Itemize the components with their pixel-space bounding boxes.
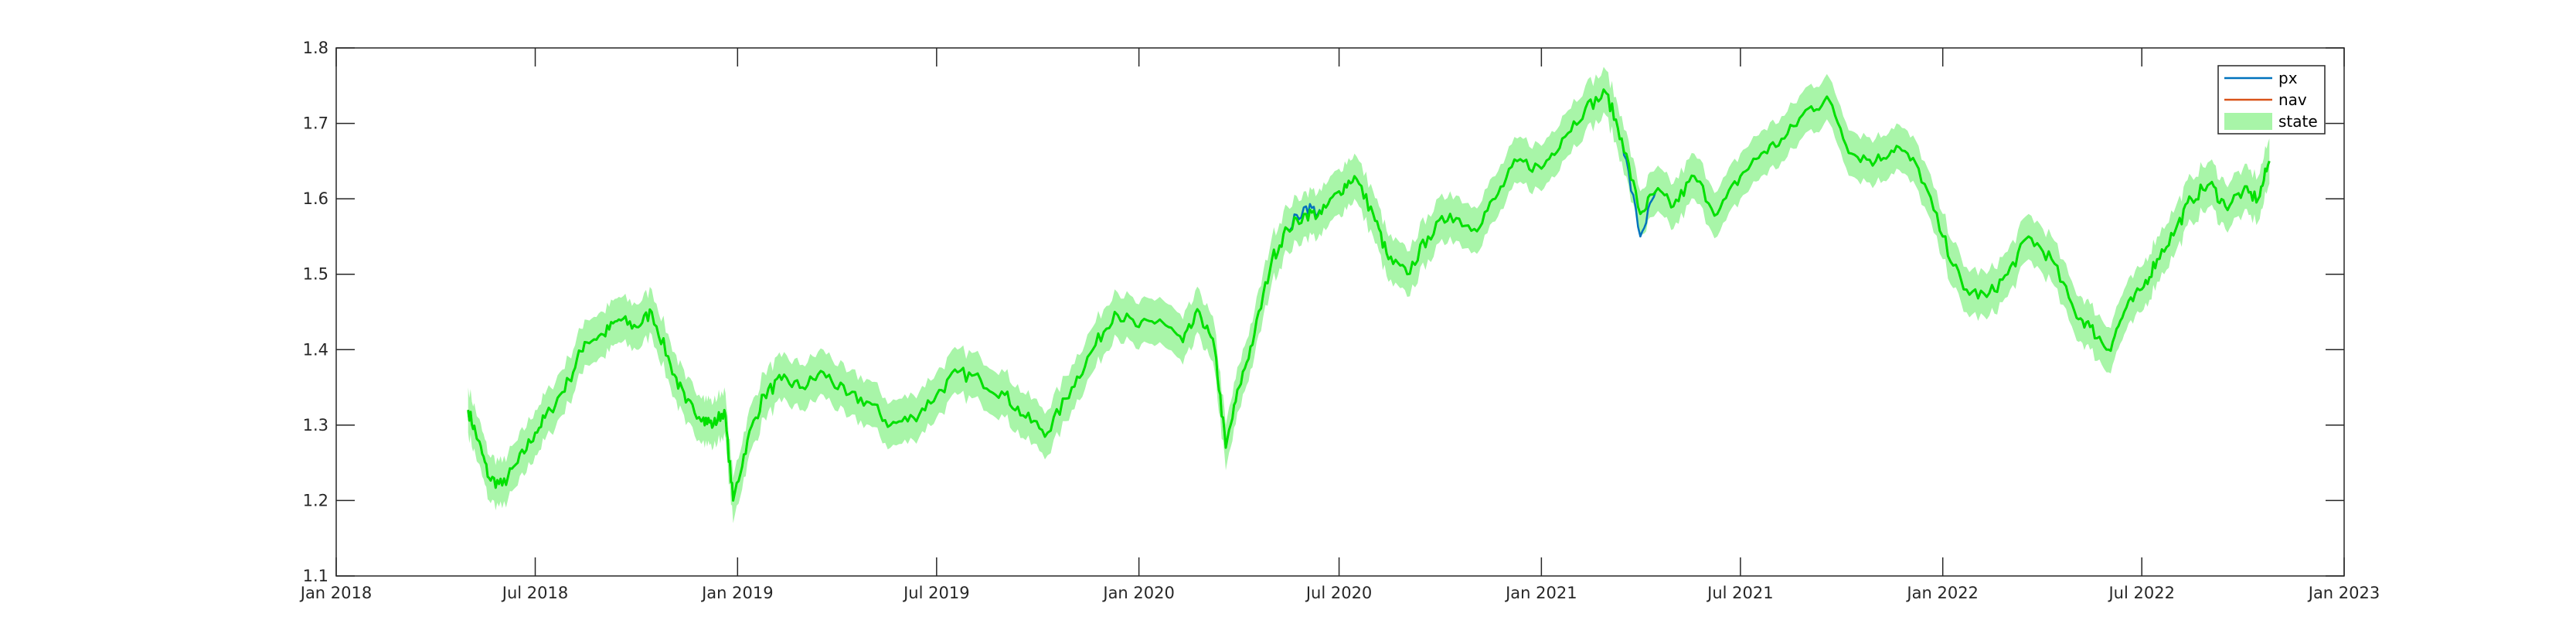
legend-swatch-state xyxy=(2224,113,2272,130)
legend: px nav state xyxy=(2217,65,2326,135)
x-tick-label: Jan 2022 xyxy=(1905,584,1979,602)
y-tick-label: 1.3 xyxy=(303,416,328,434)
state-confidence-band xyxy=(468,66,2270,523)
x-tick-label: Jan 2018 xyxy=(299,584,373,602)
legend-label-nav: nav xyxy=(2278,90,2307,109)
series-lines-layer xyxy=(467,88,2271,502)
legend-label-state: state xyxy=(2278,112,2318,131)
y-tick-label: 1.1 xyxy=(303,567,328,585)
x-tick-label: Jul 2022 xyxy=(2107,584,2174,602)
y-tick-label: 1.7 xyxy=(303,114,328,133)
y-tick-label: 1.2 xyxy=(303,491,328,509)
y-tick-label: 1.4 xyxy=(303,340,328,359)
state-band-layer xyxy=(468,66,2270,523)
x-tick-label: Jul 2019 xyxy=(902,584,969,602)
x-tick-label: Jul 2021 xyxy=(1706,584,1773,602)
x-tick-label: Jan 2019 xyxy=(700,584,774,602)
x-tick-label: Jul 2020 xyxy=(1305,584,1372,602)
legend-label-px: px xyxy=(2278,69,2298,87)
y-tick-label: 1.5 xyxy=(303,265,328,284)
x-tick-label: Jan 2021 xyxy=(1504,584,1577,602)
axis-ticks-layer: Jan 2018 Jul 2018 Jan 2019 Jul 2019 Jan 2020… xyxy=(299,39,2380,602)
y-tick-label: 1.8 xyxy=(303,39,328,57)
y-tick-label: 1.6 xyxy=(303,189,328,208)
plot-area-frame xyxy=(335,47,2345,577)
x-tick-label: Jan 2020 xyxy=(1101,584,1175,602)
x-tick-label: Jul 2018 xyxy=(501,584,568,602)
x-tick-label: Jan 2023 xyxy=(2307,584,2380,602)
series-line-state xyxy=(467,88,2271,502)
